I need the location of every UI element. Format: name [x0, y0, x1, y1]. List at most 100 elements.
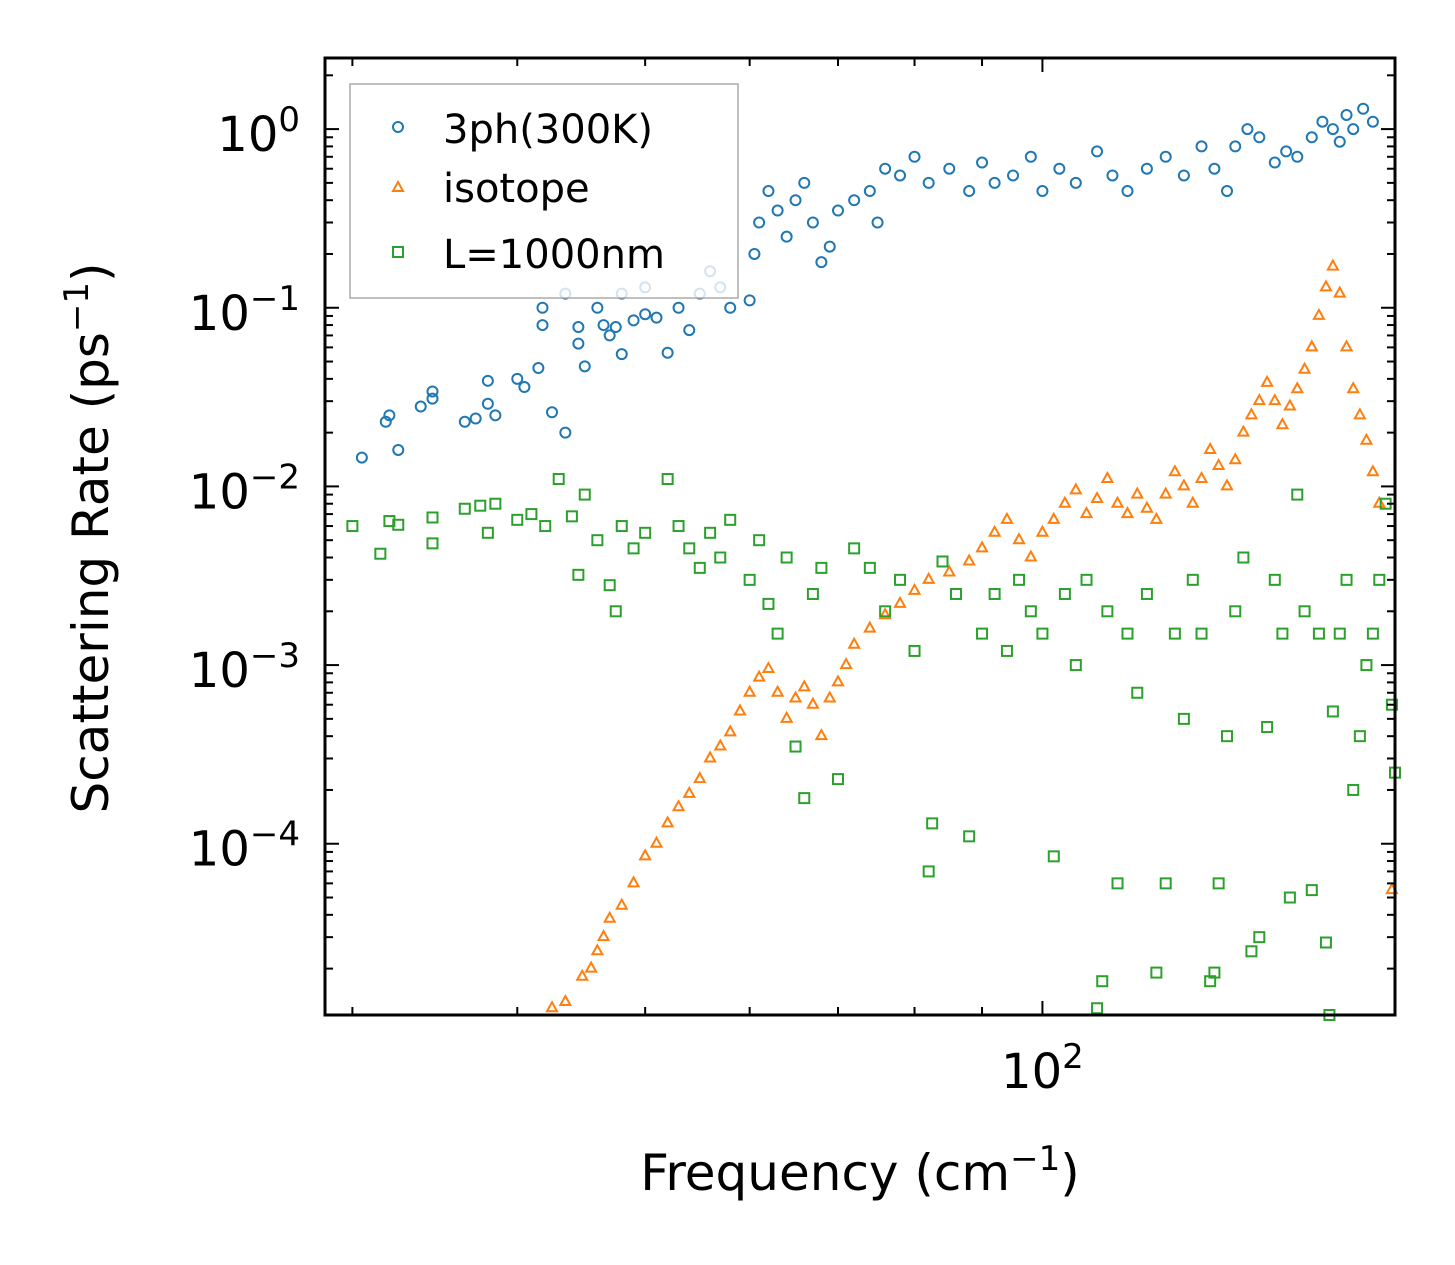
point-l1000-54	[1024, 605, 1037, 618]
point-isotope-60	[1194, 470, 1209, 484]
legend-marker-isotope	[391, 179, 405, 192]
point-l1000-25	[683, 542, 696, 555]
point-l1000-3	[392, 518, 405, 531]
point-isotope-81	[1353, 407, 1367, 420]
point-l1000-21	[627, 542, 640, 555]
point-isotope-59	[1186, 495, 1200, 508]
point-isotope-27	[814, 728, 829, 741]
point-3ph-48	[806, 216, 819, 229]
point-3ph-80	[1268, 156, 1281, 169]
point-l1000-70	[1177, 712, 1190, 725]
point-3ph-52	[848, 194, 861, 207]
point-3ph-81	[1280, 145, 1293, 158]
point-isotope-37	[942, 564, 956, 577]
point-l1000-62	[1101, 605, 1114, 618]
point-3ph-13	[518, 381, 531, 394]
point-isotope-11	[660, 815, 675, 828]
point-l1000-6	[458, 502, 471, 515]
point-isotope-39	[975, 540, 989, 553]
point-3ph-69	[1106, 169, 1119, 182]
tick-labels: 102 100 10−1 10−2 10−3 10−4	[189, 100, 1084, 1100]
point-l1000-80	[1253, 931, 1266, 944]
point-isotope-42	[1012, 532, 1026, 545]
point-l1000-53	[1013, 573, 1026, 586]
point-isotope-52	[1120, 506, 1135, 519]
point-3ph-1	[379, 415, 392, 428]
point-3ph-9	[481, 374, 494, 387]
point-l1000-95	[1353, 730, 1366, 743]
point-l1000-42	[879, 605, 892, 618]
point-isotope-30	[839, 657, 853, 670]
point-3ph-41	[748, 247, 761, 260]
point-l1000-16	[572, 568, 585, 581]
point-3ph-56	[894, 169, 907, 182]
point-isotope-70	[1275, 417, 1290, 430]
y-axis-label: Scattering Rate (ps−1)	[57, 262, 120, 813]
point-3ph-79	[1253, 131, 1266, 144]
point-3ph-8	[469, 412, 482, 425]
point-isotope-53	[1130, 486, 1144, 499]
point-3ph-62	[988, 176, 1001, 189]
legend-label-isotope: isotope	[443, 166, 590, 212]
point-l1000-0	[346, 520, 359, 533]
point-isotope-69	[1268, 393, 1282, 406]
point-l1000-38	[815, 561, 828, 574]
point-l1000-19	[609, 605, 622, 618]
point-l1000-15	[578, 488, 591, 501]
point-l1000-50	[976, 627, 989, 640]
point-isotope-35	[907, 582, 922, 595]
point-isotope-44	[1035, 524, 1050, 537]
point-3ph-82	[1291, 150, 1304, 163]
y-tick-label-0: 100	[217, 100, 300, 163]
point-isotope-38	[962, 553, 976, 566]
point-l1000-78	[1237, 551, 1250, 564]
point-isotope-58	[1177, 478, 1191, 491]
point-l1000-67	[1150, 966, 1163, 979]
point-l1000-48	[949, 587, 962, 600]
point-isotope-84	[1372, 495, 1386, 508]
point-isotope-83	[1366, 464, 1380, 477]
point-3ph-60	[963, 185, 976, 198]
point-isotope-41	[1000, 511, 1014, 524]
point-3ph-85	[1326, 123, 1339, 136]
point-l1000-92	[1333, 627, 1346, 640]
point-3ph-7	[458, 415, 471, 428]
legend-label-3ph: 3ph(300K)	[443, 107, 653, 153]
point-isotope-32	[863, 620, 877, 633]
point-isotope-74	[1305, 339, 1319, 352]
point-3ph-83	[1305, 131, 1318, 144]
point-isotope-6	[602, 910, 617, 923]
point-l1000-72	[1195, 627, 1208, 640]
point-3ph-64	[1024, 150, 1037, 163]
point-l1000-40	[848, 542, 861, 555]
point-3ph-89	[1357, 102, 1370, 115]
point-isotope-40	[987, 524, 1002, 537]
legend-box	[349, 83, 739, 299]
point-l1000-84	[1283, 891, 1296, 904]
point-3ph-51	[831, 204, 844, 217]
point-isotope-54	[1140, 500, 1154, 513]
point-l1000-47	[936, 555, 949, 568]
point-l1000-52	[1000, 644, 1013, 657]
point-l1000-55	[1036, 627, 1049, 640]
point-isotope-13	[682, 785, 696, 798]
point-l1000-89	[1319, 936, 1332, 949]
point-isotope-36	[921, 571, 936, 584]
point-l1000-66	[1140, 587, 1153, 600]
point-3ph-75	[1208, 162, 1221, 175]
point-l1000-4	[426, 511, 439, 524]
point-l1000-85	[1291, 488, 1304, 501]
point-isotope-3	[584, 960, 598, 973]
point-l1000-83	[1276, 627, 1289, 640]
point-isotope-17	[723, 724, 737, 737]
point-3ph-47	[798, 176, 811, 189]
point-isotope-7	[615, 897, 629, 910]
point-3ph-73	[1177, 169, 1190, 182]
point-l1000-27	[704, 526, 717, 539]
series-isotope-points	[545, 258, 1399, 1013]
point-isotope-12	[671, 799, 686, 812]
point-l1000-97	[1366, 627, 1379, 640]
point-isotope-1	[558, 993, 573, 1007]
point-3ph-88	[1347, 123, 1360, 136]
